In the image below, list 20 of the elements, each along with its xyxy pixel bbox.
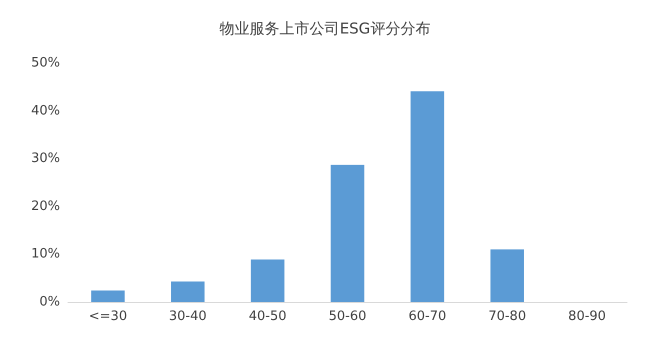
y-tick-label: 20% (31, 198, 60, 214)
x-tick-label: 40-50 (248, 309, 287, 324)
x-tick-label: 70-80 (488, 309, 526, 324)
x-tick-label: <=30 (88, 309, 128, 324)
bar (171, 281, 205, 302)
y-tick-label: 30% (31, 151, 60, 166)
x-tick-label: 30-40 (168, 309, 207, 324)
y-tick-label: 40% (31, 103, 60, 118)
y-tick-label: 0% (39, 294, 60, 310)
chart-title: 物业服务上市公司ESG评分分布 (220, 20, 430, 38)
bar (490, 249, 524, 302)
x-tick-label: 60-70 (408, 309, 446, 324)
bar (410, 91, 444, 302)
bar (91, 290, 125, 302)
x-tick-label: 50-60 (328, 309, 366, 324)
y-tick-label: 50% (31, 56, 60, 70)
y-tick-label: 10% (31, 246, 60, 262)
bar (250, 259, 284, 302)
x-tick-label: 80-90 (568, 309, 606, 324)
bar (330, 164, 364, 302)
